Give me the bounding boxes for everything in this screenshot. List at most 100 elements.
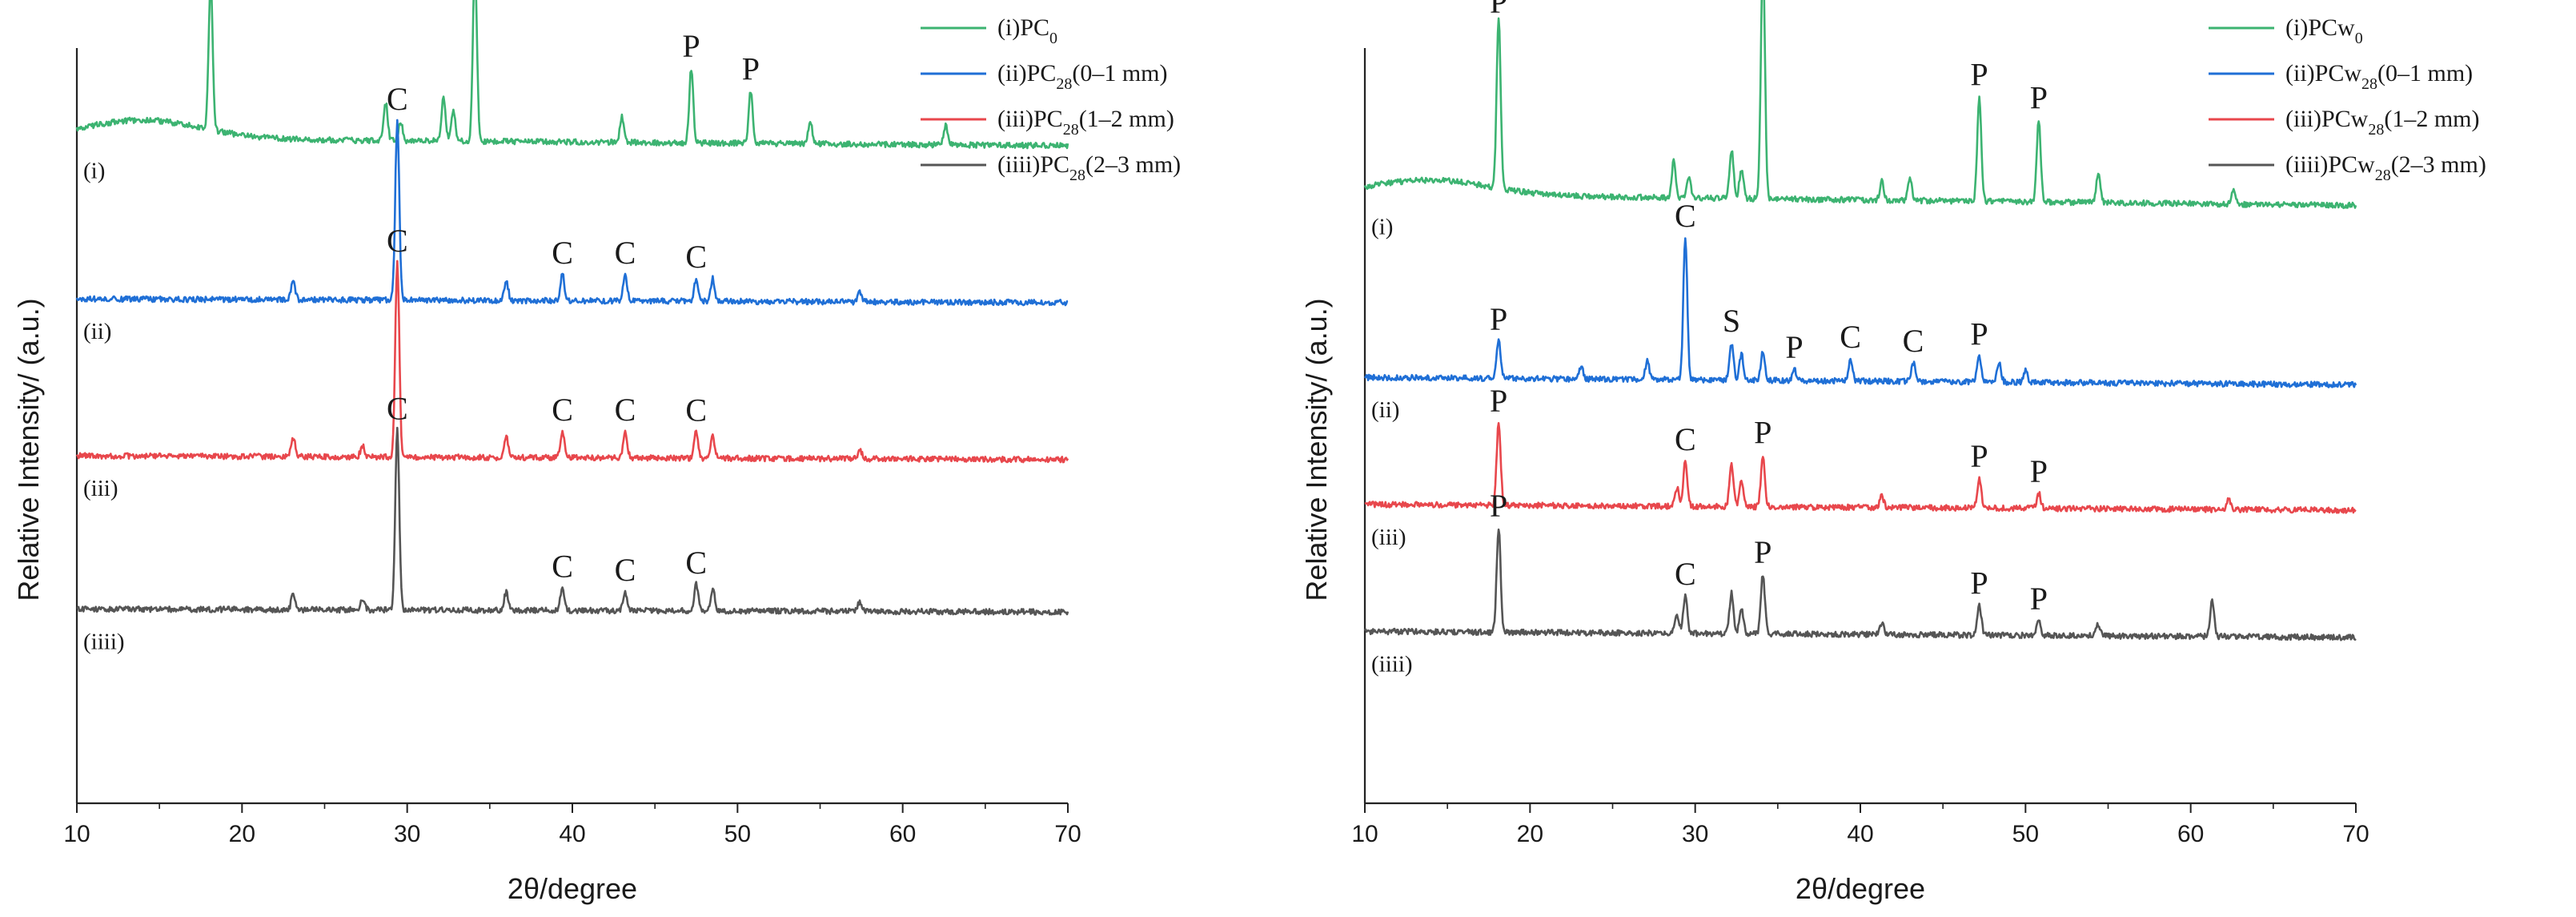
y-axis-title: Relative Intensity/ (a.u.) <box>1300 298 1333 601</box>
x-axis-title: 2θ/degree <box>508 872 637 905</box>
legend-text-main: (iiii)PC <box>997 151 1069 178</box>
legend-text-subscript: 28 <box>2368 121 2384 139</box>
peak-phase-label: P <box>1754 534 1772 570</box>
xrd-pattern-line <box>75 0 1069 150</box>
peak-phase-label: P <box>742 51 760 87</box>
peak-phase-label: C <box>685 392 707 428</box>
legend-entry-label: (ii)PC28(0–1 mm) <box>997 60 1168 93</box>
peak-phase-label: P <box>1785 329 1803 365</box>
x-tick-label: 50 <box>724 821 751 847</box>
legend-text-main: (iiii)PCw <box>2285 151 2375 178</box>
x-tick-label: 30 <box>1682 821 1708 847</box>
peak-phase-label: P <box>1490 301 1507 337</box>
peak-phase-label: P <box>2030 581 2048 617</box>
peak-phase-label: P <box>1970 57 1988 93</box>
x-tick-label: 30 <box>394 821 420 847</box>
xrd-pattern-line <box>1363 0 2357 210</box>
xrd-pattern-line <box>75 259 1069 464</box>
peak-phase-label: P <box>1970 438 1988 474</box>
peak-phase-label: P <box>1490 383 1507 419</box>
peak-phase-label: C <box>552 235 573 271</box>
legend-entry-label: (i)PC0 <box>997 14 1057 47</box>
legend-text-main: (i)PC <box>997 14 1049 41</box>
peak-phase-label: C <box>387 81 408 117</box>
legend-text-subscript: 0 <box>2355 30 2363 47</box>
peak-phase-label: C <box>1840 319 1861 355</box>
legend-text-main: (i)PCw <box>2285 14 2355 41</box>
peak-phase-label: P <box>1754 414 1772 450</box>
xrd-pattern-line <box>1363 528 2357 641</box>
peak-phase-label: C <box>1675 421 1696 457</box>
series-tag-label: (iii) <box>1371 525 1406 550</box>
legend-text-suffix: (1–2 mm) <box>2384 106 2479 132</box>
legend-text-suffix: (2–3 mm) <box>2391 151 2486 178</box>
legend-text-main: (iii)PC <box>997 106 1063 132</box>
peak-phase-label: C <box>685 545 707 581</box>
peak-phase-label: P <box>1970 565 1988 601</box>
x-axis-title: 2θ/degree <box>1796 872 1925 905</box>
legend-text-main: (ii)PCw <box>2285 60 2361 86</box>
xrd-pattern-line <box>75 119 1069 307</box>
peak-phase-label: C <box>615 392 636 428</box>
x-tick-label: 40 <box>1847 821 1873 847</box>
legend-text-suffix: (1–2 mm) <box>1079 106 1174 132</box>
peak-phase-label: P <box>2030 453 2048 489</box>
peak-phase-label: C <box>685 239 707 275</box>
x-tick-label: 20 <box>1517 821 1543 847</box>
peak-phase-label: C <box>552 392 573 428</box>
peak-phase-label: C <box>552 548 573 584</box>
legend-entry-label: (iii)PCw28(1–2 mm) <box>2285 106 2480 139</box>
series-tag-label: (i) <box>1371 215 1393 240</box>
series-tag-label: (ii) <box>1371 397 1399 423</box>
x-tick-label: 10 <box>63 821 90 847</box>
legend-entry-label: (i)PCw0 <box>2285 14 2363 47</box>
x-tick-label: 60 <box>2177 821 2204 847</box>
legend-text-main: (ii)PC <box>997 60 1056 86</box>
peak-phase-label: C <box>615 235 636 271</box>
peak-phase-label: C <box>1675 198 1696 234</box>
series-tag-label: (iiii) <box>1371 651 1413 677</box>
peak-phase-label: C <box>387 223 408 259</box>
peak-phase-label: C <box>387 391 408 427</box>
legend-text-subscript: 28 <box>1056 75 1072 93</box>
peak-phase-label: P <box>1490 0 1507 20</box>
x-tick-label: 70 <box>2342 821 2369 847</box>
peak-phase-label: C <box>1675 556 1696 592</box>
y-axis-title: Relative Intensity/ (a.u.) <box>12 298 45 601</box>
series-tag-label: (iii) <box>83 476 118 501</box>
legend-entry-label: (iiii)PC28(2–3 mm) <box>997 151 1181 184</box>
x-tick-label: 60 <box>889 821 916 847</box>
legend-text-subscript: 28 <box>2361 75 2377 93</box>
x-tick-label: 40 <box>559 821 585 847</box>
peak-phase-label: S <box>1723 303 1740 339</box>
legend-text-subscript: 28 <box>1063 121 1079 139</box>
legend-text-subscript: 0 <box>1049 30 1057 47</box>
left-xrd-chart: 10 20 30 40 50 60 70 2θ/degree Relative Intensit… <box>12 0 1181 905</box>
xrd-pattern-line <box>76 426 1069 616</box>
peak-phase-label: P <box>1970 316 1988 352</box>
peak-phase-label: P <box>2030 79 2048 115</box>
xrd-pattern-line <box>1364 237 2357 388</box>
x-tick-label: 10 <box>1351 821 1378 847</box>
x-tick-label: 20 <box>229 821 255 847</box>
right-xrd-chart: 10 20 30 40 50 60 70 2θ/degree Relative Intensit… <box>1300 0 2486 905</box>
xrd-pattern-line <box>1364 422 2357 514</box>
peak-phase-label: C <box>1903 323 1924 359</box>
legend-text-subscript: 28 <box>1069 167 1085 184</box>
legend-text-suffix: (2–3 mm) <box>1085 151 1181 178</box>
x-tick-label: 70 <box>1054 821 1081 847</box>
legend-text-subscript: 28 <box>2375 167 2391 184</box>
legend-entry-label: (iiii)PCw28(2–3 mm) <box>2285 151 2486 184</box>
legend-entry-label: (iii)PC28(1–2 mm) <box>997 106 1174 139</box>
legend-text-main: (iii)PCw <box>2285 106 2369 132</box>
peak-phase-label: C <box>615 552 636 588</box>
peak-phase-label: P <box>1490 488 1507 524</box>
peak-phase-label: P <box>682 28 700 64</box>
series-tag-label: (ii) <box>83 319 111 344</box>
series-tag-label: (iiii) <box>83 629 125 654</box>
x-tick-label: 50 <box>2012 821 2039 847</box>
legend-entry-label: (ii)PCw28(0–1 mm) <box>2285 60 2473 93</box>
series-tag-label: (i) <box>83 159 105 184</box>
legend-text-suffix: (0–1 mm) <box>1072 60 1167 86</box>
